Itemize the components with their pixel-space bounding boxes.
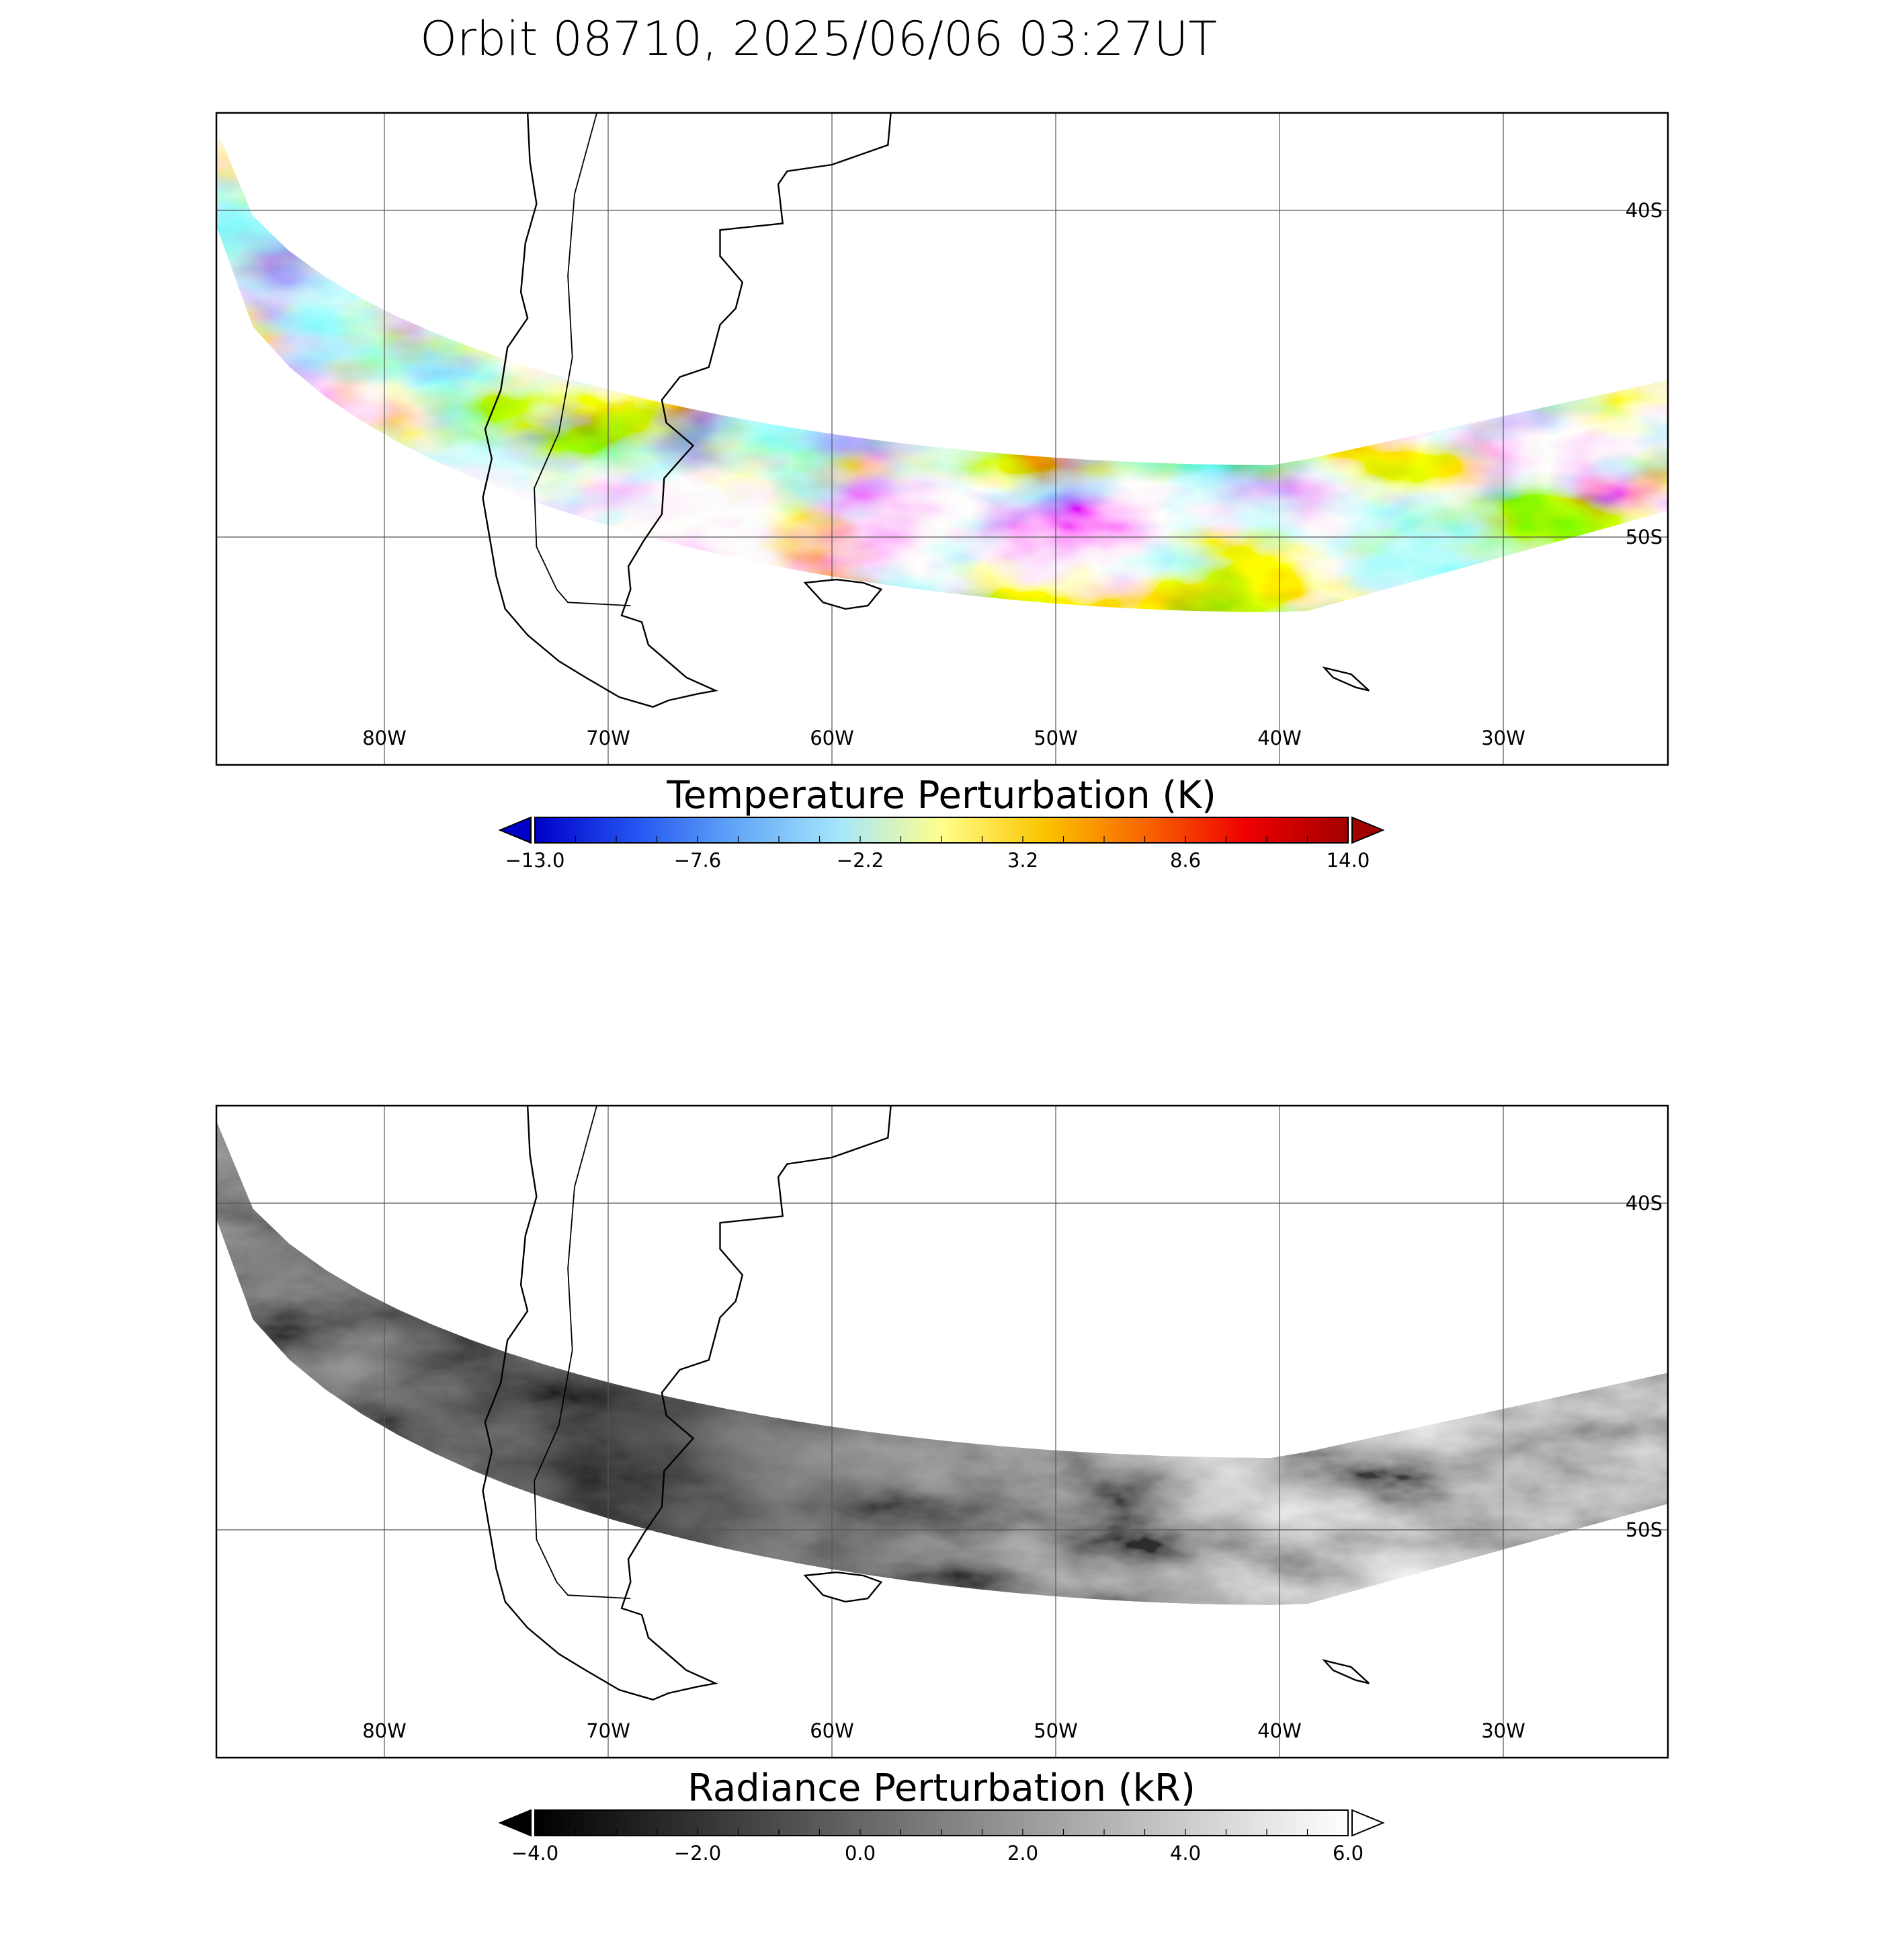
colorbar-title: Temperature Perturbation (K) <box>666 774 1216 817</box>
colorbar-max-arrow <box>1351 816 1385 844</box>
lon-label: 70W <box>586 1719 630 1742</box>
lat-label: 50S <box>1626 1518 1663 1541</box>
lon-label: 40W <box>1257 1719 1302 1742</box>
colorbar-tick-label: 2.0 <box>1007 1842 1038 1865</box>
lon-label: 70W <box>586 727 630 749</box>
radiance-colorbar: Radiance Perturbation (kR) −4.0 −2.0 0.0 2.0… <box>498 1766 1385 1865</box>
colorbar-tick-label: 14.0 <box>1327 849 1370 872</box>
lon-label: 60W <box>810 1719 854 1742</box>
radiance-map-panel: 80W 70W 60W 50W 40W 30W 40S 50S Radiance Perturb… <box>215 1104 1669 1865</box>
lon-label: 80W <box>362 727 407 749</box>
falkland-islands <box>803 578 883 610</box>
map-frame <box>215 1104 1669 1759</box>
lon-label: 80W <box>362 1719 407 1742</box>
lon-label: 40W <box>1257 727 1302 749</box>
colorbar-tick-label: −4.0 <box>511 1842 558 1865</box>
lon-label: 50W <box>1034 1719 1078 1742</box>
colorbar-min-arrow <box>498 816 532 844</box>
coastline <box>482 113 1370 708</box>
lat-label: 50S <box>1626 526 1663 548</box>
colorbar-tick-label: 0.0 <box>845 1842 876 1865</box>
figure-title: Orbit 08710, 2025/06/06 03:27UT <box>420 11 1217 67</box>
map-frame <box>215 112 1669 766</box>
south-georgia <box>1322 666 1370 692</box>
colorbar-tick-label: 3.2 <box>1007 849 1038 872</box>
temperature-colorbar: Temperature Perturbation (K) −13.0 −7.6 −2.… <box>498 774 1385 872</box>
lat-label: 40S <box>1626 199 1663 222</box>
colorbar-max-arrow <box>1351 1809 1385 1837</box>
colorbar-tick-label: 8.6 <box>1170 849 1201 872</box>
lon-label: 30W <box>1481 1719 1525 1742</box>
colorbar-tick-label: 4.0 <box>1170 1842 1201 1865</box>
colorbar-title: Radiance Perturbation (kR) <box>687 1766 1196 1810</box>
colorbar-tick-label: −2.0 <box>674 1842 721 1865</box>
lon-label: 50W <box>1034 727 1078 749</box>
temperature-map-panel: 80W 70W 60W 50W 40W 30W 40S 50S Temperature Pert… <box>215 112 1669 872</box>
colorbar-tick-label: −2.2 <box>837 849 884 872</box>
colorbar-tick-label: −13.0 <box>505 849 565 872</box>
lon-label: 30W <box>1481 727 1525 749</box>
colorbar-min-arrow <box>498 1809 532 1837</box>
coastline <box>482 1106 1370 1701</box>
lat-label: 40S <box>1626 1192 1663 1215</box>
colorbar-tick-label: −7.6 <box>674 849 721 872</box>
colorbar-tick-label: 6.0 <box>1333 1842 1364 1865</box>
south-georgia <box>1322 1659 1370 1684</box>
falkland-islands <box>803 1571 883 1603</box>
lon-label: 60W <box>810 727 854 749</box>
